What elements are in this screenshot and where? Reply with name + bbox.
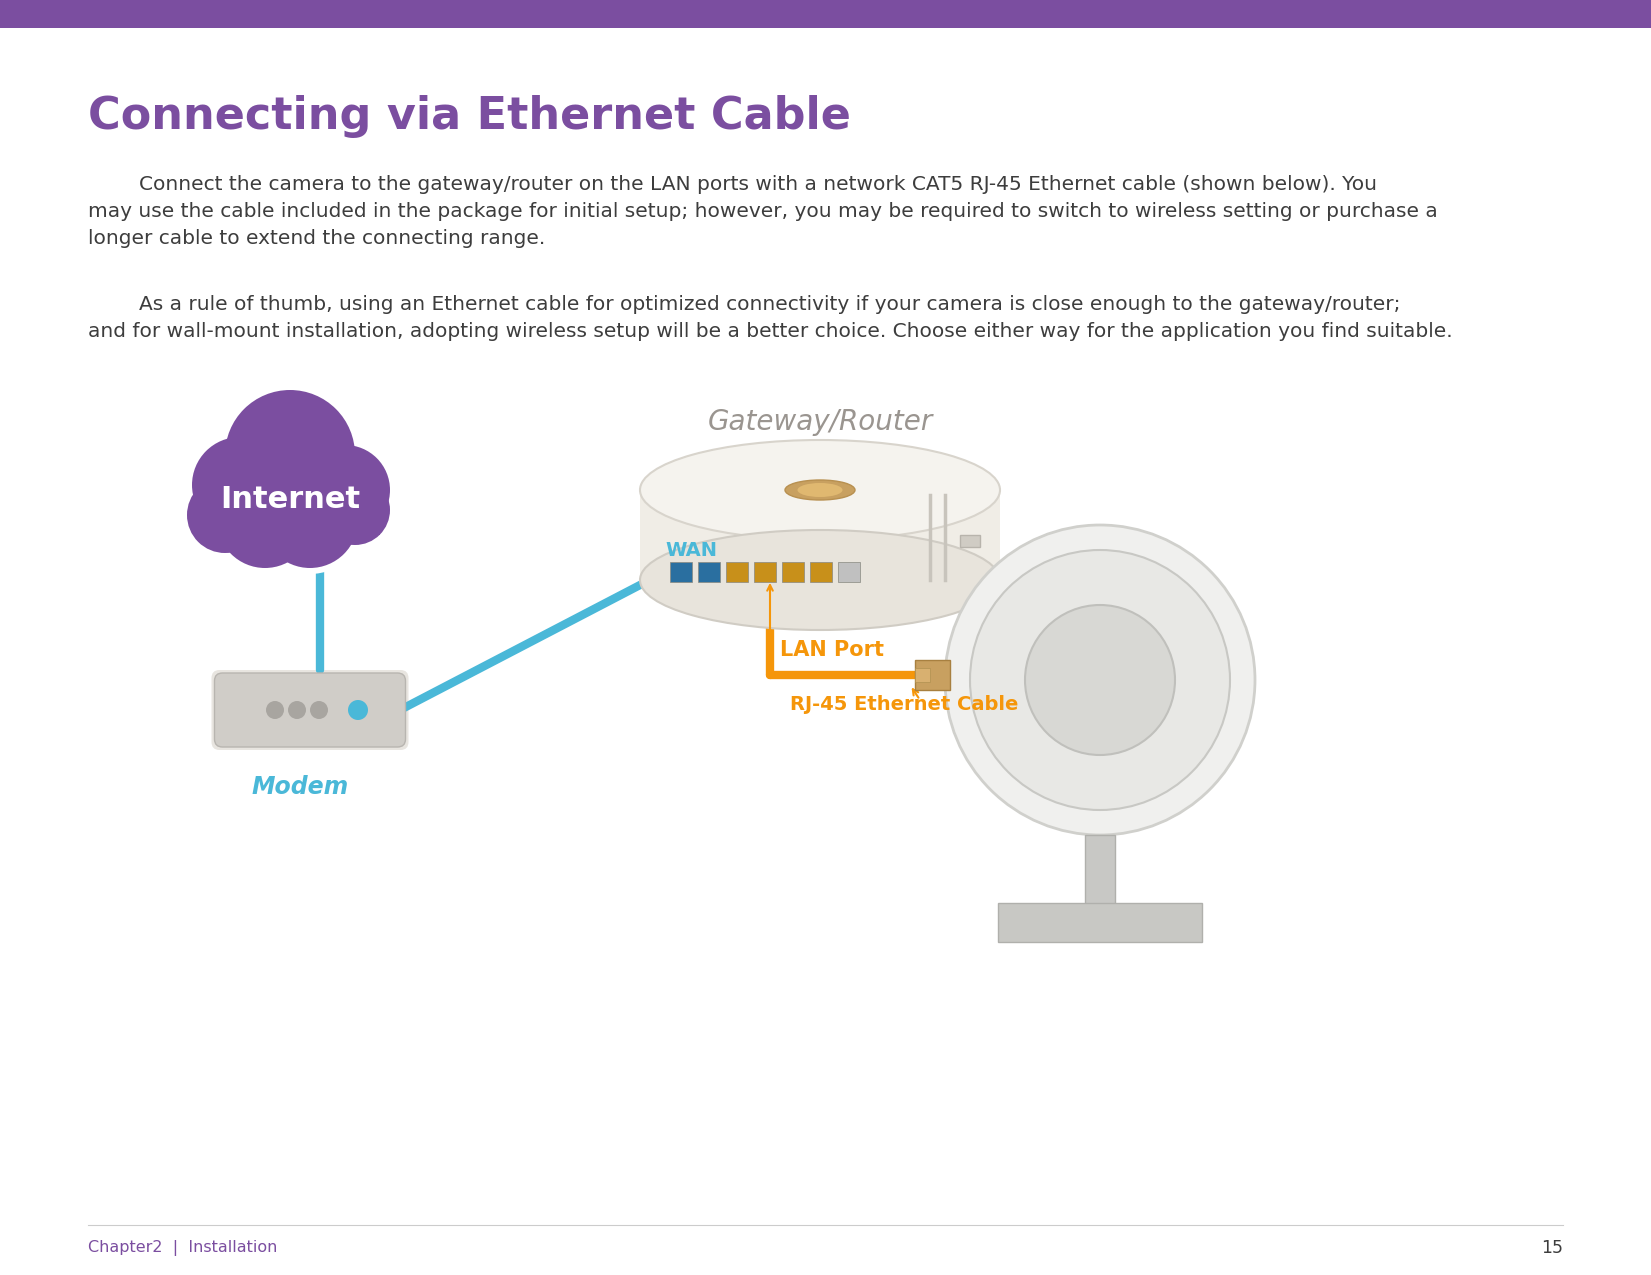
- Bar: [755, 562, 776, 581]
- Circle shape: [187, 477, 263, 553]
- Bar: [726, 562, 748, 581]
- Circle shape: [220, 384, 362, 527]
- Circle shape: [182, 470, 269, 558]
- Bar: [915, 668, 930, 682]
- Ellipse shape: [641, 440, 1001, 541]
- Bar: [200, 495, 380, 536]
- Text: As a rule of thumb, using an Ethernet cable for optimized connectivity if your c: As a rule of thumb, using an Ethernet ca…: [88, 295, 1453, 342]
- Text: Chapter2  |  Installation: Chapter2 | Installation: [88, 1241, 277, 1256]
- Text: Gateway/Router: Gateway/Router: [707, 408, 933, 436]
- FancyBboxPatch shape: [215, 673, 406, 747]
- Circle shape: [187, 431, 294, 539]
- Circle shape: [1025, 606, 1176, 755]
- Text: Connecting via Ethernet Cable: Connecting via Ethernet Cable: [88, 96, 850, 138]
- Circle shape: [256, 465, 363, 574]
- Circle shape: [263, 472, 358, 567]
- Circle shape: [225, 390, 355, 520]
- Bar: [959, 536, 981, 547]
- Bar: [1085, 835, 1114, 915]
- Text: RJ-45 Ethernet Cable: RJ-45 Ethernet Cable: [789, 695, 1019, 714]
- Circle shape: [192, 437, 287, 533]
- Text: 15: 15: [1540, 1239, 1563, 1257]
- Circle shape: [314, 469, 396, 551]
- Bar: [641, 490, 1001, 580]
- Circle shape: [300, 445, 390, 536]
- Circle shape: [216, 472, 314, 567]
- Circle shape: [971, 550, 1230, 810]
- Circle shape: [944, 525, 1255, 835]
- Bar: [915, 660, 949, 690]
- Circle shape: [348, 700, 368, 720]
- Bar: [200, 495, 380, 536]
- Bar: [811, 562, 832, 581]
- Circle shape: [320, 476, 390, 544]
- Text: WAN: WAN: [665, 541, 717, 560]
- Circle shape: [294, 439, 396, 541]
- Bar: [783, 562, 804, 581]
- Ellipse shape: [784, 479, 855, 500]
- Circle shape: [211, 465, 319, 574]
- Bar: [0, 0, 1651, 28]
- FancyBboxPatch shape: [211, 669, 408, 750]
- Ellipse shape: [641, 530, 1001, 630]
- Text: LAN Port: LAN Port: [779, 640, 883, 660]
- Circle shape: [310, 701, 329, 719]
- Ellipse shape: [797, 483, 842, 497]
- Text: Connect the camera to the gateway/router on the LAN ports with a network CAT5 RJ: Connect the camera to the gateway/router…: [88, 175, 1438, 249]
- Bar: [839, 562, 860, 581]
- FancyBboxPatch shape: [997, 903, 1202, 942]
- Bar: [670, 562, 692, 581]
- Circle shape: [287, 701, 305, 719]
- Text: Modem: Modem: [251, 775, 348, 799]
- Text: Internet: Internet: [220, 486, 360, 515]
- Bar: [698, 562, 720, 581]
- Circle shape: [266, 701, 284, 719]
